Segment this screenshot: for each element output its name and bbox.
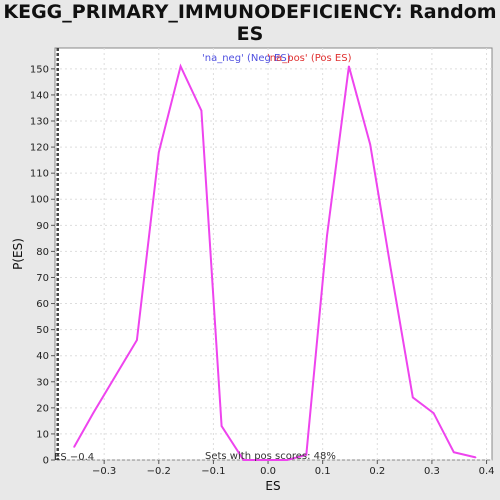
data-point bbox=[452, 451, 455, 453]
data-point bbox=[220, 425, 223, 427]
y-tick-label: 110 bbox=[30, 169, 49, 180]
data-point bbox=[92, 412, 95, 414]
x-tick-label: −0.3 bbox=[92, 466, 116, 477]
y-axis-label: P(ES) bbox=[11, 238, 25, 270]
x-tick-label: 0.1 bbox=[315, 466, 331, 477]
y-tick-label: 130 bbox=[30, 117, 49, 128]
y-axis-ticks: 0 10 20 30 40 50 60 70 80 90 100 110 120 130 140 150 bbox=[30, 64, 55, 467]
y-tick-label: 30 bbox=[36, 377, 49, 388]
chart-title-line-1: KEGG_PRIMARY_IMMUNODEFICIENCY: Random ES bbox=[3, 1, 497, 45]
y-tick-label: 90 bbox=[36, 221, 49, 232]
data-point bbox=[179, 65, 182, 68]
x-axis-label: ES bbox=[265, 479, 280, 493]
y-tick-label: 40 bbox=[36, 351, 49, 362]
y-tick-label: 150 bbox=[30, 64, 49, 75]
data-point bbox=[157, 151, 160, 154]
y-tick-label: 120 bbox=[30, 143, 49, 154]
data-point bbox=[242, 459, 245, 461]
x-tick-label: 0.3 bbox=[424, 466, 440, 477]
y-tick-label: 10 bbox=[36, 429, 49, 440]
y-tick-label: 0 bbox=[43, 456, 49, 467]
data-point bbox=[73, 446, 75, 448]
data-point bbox=[267, 459, 269, 461]
x-tick-label: 0.0 bbox=[260, 466, 276, 477]
data-point bbox=[326, 234, 328, 237]
es-marker-label: ES −0.4 bbox=[54, 452, 94, 463]
data-point bbox=[305, 453, 308, 456]
y-tick-label: 100 bbox=[30, 195, 49, 206]
grid bbox=[55, 48, 492, 461]
data-point bbox=[369, 143, 371, 146]
data-point bbox=[348, 65, 350, 68]
pos-scores-annotation: Sets with pos scores: 48% bbox=[205, 451, 336, 462]
series-points bbox=[73, 65, 477, 461]
x-tick-label: −0.2 bbox=[147, 466, 171, 477]
y-tick-label: 140 bbox=[30, 90, 49, 101]
data-point bbox=[432, 412, 435, 414]
data-point bbox=[411, 396, 414, 399]
data-point bbox=[200, 109, 203, 112]
plot-area bbox=[54, 47, 493, 461]
y-tick-label: 70 bbox=[36, 273, 49, 284]
y-tick-label: 60 bbox=[36, 299, 49, 310]
x-tick-label: 0.4 bbox=[479, 466, 495, 477]
x-tick-label: −0.1 bbox=[201, 466, 225, 477]
y-tick-label: 80 bbox=[36, 247, 49, 258]
y-tick-label: 50 bbox=[36, 325, 49, 336]
x-tick-label: 0.2 bbox=[369, 466, 385, 477]
data-point bbox=[136, 339, 138, 341]
x-axis-ticks: −0.3 −0.2 −0.1 0.0 0.1 0.2 0.3 0.4 bbox=[92, 460, 494, 477]
legend-item-neg: 'na_neg' (Neg ES) bbox=[202, 53, 291, 64]
data-point bbox=[286, 459, 288, 461]
y-tick-label: 20 bbox=[36, 403, 49, 414]
data-point bbox=[474, 456, 477, 459]
legend-item-pos: 'na_pos' (Pos ES) bbox=[267, 53, 352, 64]
data-point bbox=[390, 268, 392, 271]
